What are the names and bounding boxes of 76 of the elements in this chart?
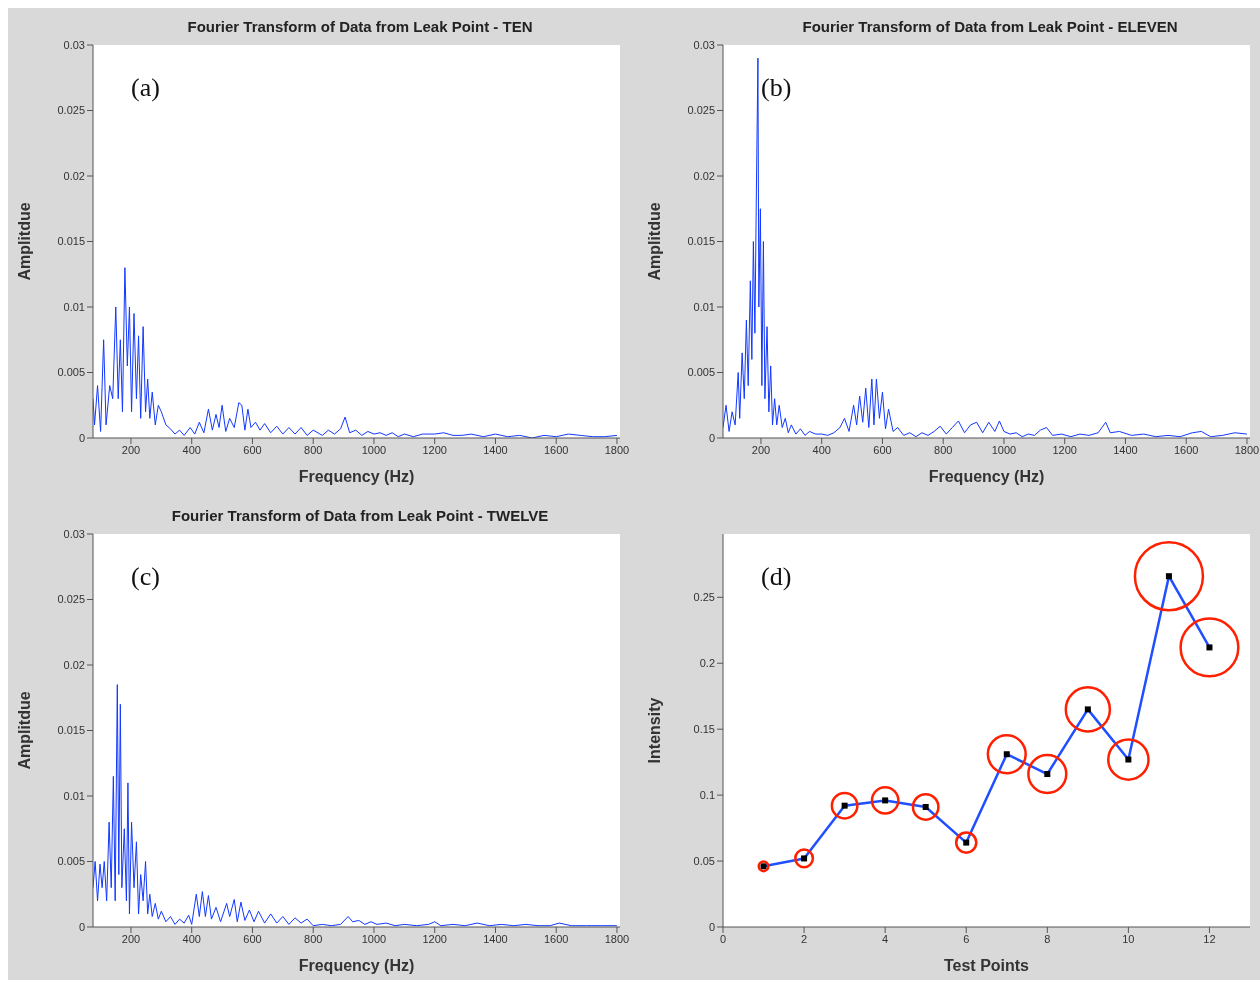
x-axis-title: Frequency (Hz)	[928, 468, 1045, 485]
y-tick-label: 0.02	[63, 658, 85, 671]
y-tick-label: 0.1	[699, 789, 715, 802]
x-tick-label: 1600	[543, 932, 569, 945]
y-tick-label: 0	[708, 431, 715, 444]
x-tick-label: 1400	[483, 932, 508, 945]
x-axis-title: Frequency (Hz)	[298, 468, 415, 485]
x-tick-label: 2	[801, 932, 808, 945]
x-axis-title: Frequency (Hz)	[298, 957, 415, 974]
y-tick-label: 0.025	[57, 104, 85, 117]
x-tick-label: 1600	[543, 443, 569, 456]
y-tick-label: 0	[708, 920, 715, 933]
y-tick-label: 0.03	[693, 38, 715, 51]
y-tick-label: 0.005	[57, 855, 85, 868]
x-tick-label: 1000	[361, 443, 387, 456]
annotation: (b)	[761, 73, 792, 103]
chart-title: Fourier Transform of Data from Leak Point - TWELVE	[170, 507, 550, 524]
x-tick-label: 200	[121, 443, 141, 456]
y-axis-title: Amplitdue	[645, 202, 663, 281]
x-tick-label: 800	[304, 443, 323, 456]
y-tick-label: 0.02	[63, 169, 85, 182]
y-tick-label: 0	[78, 920, 85, 933]
y-tick-label: 0.015	[57, 235, 85, 248]
x-tick-label: 1800	[604, 443, 630, 456]
chart-title: Fourier Transform of Data from Leak Point - ELEVEN	[801, 18, 1179, 35]
y-tick-label: 0.025	[57, 593, 85, 606]
annotation: (a)	[131, 73, 160, 103]
x-tick-label: 1400	[483, 443, 508, 456]
x-tick-label: 1000	[991, 443, 1017, 456]
y-tick-label: 0.015	[687, 235, 715, 248]
y-axis-title: Amplitdue	[15, 202, 33, 281]
x-tick-label: 12	[1203, 932, 1216, 945]
y-tick-label: 0.005	[57, 366, 85, 379]
y-tick-label: 0.01	[63, 789, 85, 802]
y-tick-label: 0.03	[63, 527, 85, 540]
x-tick-label: 1400	[1113, 443, 1138, 456]
x-tick-label: 400	[182, 932, 201, 945]
y-tick-label: 0.15	[693, 723, 715, 736]
x-tick-label: 1200	[422, 932, 447, 945]
y-axis-title: Intensity	[645, 697, 663, 764]
x-tick-label: 600	[243, 932, 262, 945]
x-tick-label: 1800	[1234, 443, 1260, 456]
x-tick-label: 200	[121, 932, 141, 945]
y-tick-label: 0.2	[699, 657, 715, 670]
x-axis-title: Test Points	[943, 957, 1030, 974]
x-tick-label: 1200	[1052, 443, 1077, 456]
y-tick-label: 0.05	[693, 854, 715, 867]
x-tick-label: 800	[304, 932, 323, 945]
x-tick-label: 1600	[1173, 443, 1199, 456]
x-tick-label: 6	[963, 932, 970, 945]
x-tick-label: 800	[934, 443, 953, 456]
x-tick-label: 1800	[604, 932, 630, 945]
y-tick-label: 0.25	[693, 591, 715, 604]
x-tick-label: 600	[243, 443, 262, 456]
y-tick-label: 0.03	[63, 38, 85, 51]
x-tick-label: 600	[873, 443, 892, 456]
x-tick-label: 200	[751, 443, 771, 456]
x-tick-label: 400	[812, 443, 831, 456]
x-tick-label: 1200	[422, 443, 447, 456]
annotation: (c)	[131, 562, 160, 592]
y-tick-label: 0.01	[693, 300, 715, 313]
x-tick-label: 10	[1122, 932, 1135, 945]
y-tick-label: 0.015	[57, 724, 85, 737]
y-tick-label: 0.025	[687, 104, 715, 117]
x-tick-label: 400	[182, 443, 201, 456]
x-tick-label: 1000	[361, 932, 387, 945]
y-tick-label: 0	[78, 431, 85, 444]
chart-title: Fourier Transform of Data from Leak Point - TEN	[186, 18, 534, 35]
x-tick-label: 8	[1044, 932, 1051, 945]
y-tick-label: 0.005	[687, 366, 715, 379]
y-tick-label: 0.02	[693, 169, 715, 182]
y-tick-label: 0.01	[63, 300, 85, 313]
y-axis-title: Amplitdue	[15, 691, 33, 770]
annotation: (d)	[761, 562, 792, 592]
x-tick-label: 4	[882, 932, 889, 945]
x-tick-label: 0	[719, 932, 727, 945]
